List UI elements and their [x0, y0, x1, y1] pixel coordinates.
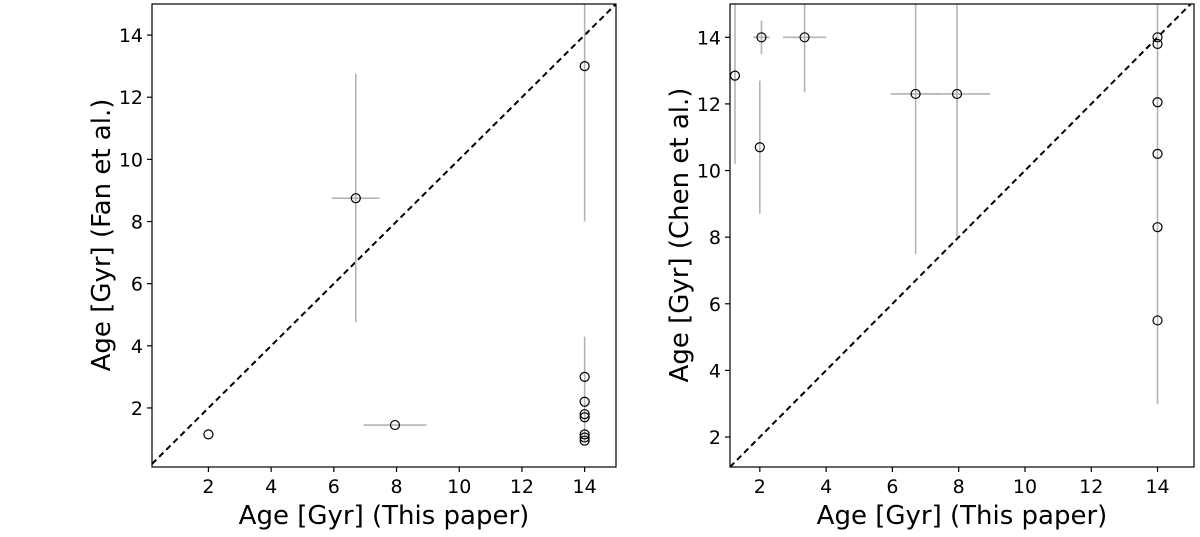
y-tick-label: 14: [697, 27, 721, 49]
data-point: [579, 429, 590, 440]
y-axis-label: Age [Gyr] (Fan et al.): [87, 99, 117, 372]
x-tick-label: 10: [447, 476, 471, 498]
right-panel-chen: 2 4 6 8 10 12 14 2 4 6 8 10 12 14 Age [Gyr] (This pape…: [665, 3, 1195, 531]
x-tick-label: 6: [886, 476, 898, 498]
x-tick-label: 12: [510, 476, 534, 498]
y-tick-label: 12: [119, 87, 143, 109]
data-point: [350, 193, 361, 204]
y-tick-label: 8: [709, 227, 721, 249]
y-axis-label: Age [Gyr] (Chen et al.): [665, 88, 695, 383]
data-point: [1152, 148, 1163, 159]
data-point: [1152, 222, 1163, 233]
y-tick-label: 8: [131, 212, 143, 234]
x-tick-label: 2: [202, 476, 214, 498]
data-point: [579, 61, 590, 72]
data-point: [951, 88, 963, 100]
x-tick-label: 10: [1013, 476, 1037, 498]
y-tick-label: 12: [697, 94, 721, 116]
data-point: [1152, 32, 1163, 43]
y-tick-label: 2: [131, 398, 143, 420]
data-point: [1152, 97, 1163, 108]
data-point: [579, 435, 590, 446]
left-panel-fan: 2 4 6 8 10 12 14 2 4 6 8 10 12 14 Age [Gyr] (This pape…: [87, 3, 617, 531]
data-point: [754, 142, 765, 153]
y-tick-label: 4: [131, 336, 143, 358]
plot-area: [152, 4, 616, 465]
x-tick-label: 14: [573, 476, 597, 498]
y-tick-label: 4: [709, 360, 721, 382]
one-to-one-line: [152, 4, 616, 465]
x-axis-label: Age [Gyr] (This paper): [817, 501, 1108, 531]
data-point: [579, 432, 590, 443]
data-point: [389, 419, 401, 431]
data-point: [1152, 38, 1163, 50]
data-point: [579, 412, 590, 423]
y-tick-label: 10: [697, 161, 721, 183]
plot-frame: [729, 3, 1195, 468]
y-tick-label: 14: [119, 25, 143, 47]
data-point: [203, 429, 214, 440]
plot-area: [730, 4, 1192, 467]
x-tick-label: 8: [390, 476, 402, 498]
x-tick-label: 6: [328, 476, 340, 498]
data-point: [756, 32, 767, 43]
y-tick-label: 2: [709, 427, 721, 449]
data-point: [579, 396, 590, 407]
x-tick-label: 14: [1145, 476, 1169, 498]
data-point: [1152, 315, 1163, 326]
x-tick-label: 4: [820, 476, 832, 498]
data-point: [579, 371, 590, 382]
x-tick-label: 12: [1079, 476, 1103, 498]
y-tick-label: 10: [119, 149, 143, 171]
x-tick-label: 2: [754, 476, 766, 498]
data-point: [910, 88, 921, 100]
y-tick-label: 6: [709, 294, 721, 316]
y-tick-label: 6: [131, 274, 143, 296]
one-to-one-line: [730, 4, 1192, 467]
x-axis-label: Age [Gyr] (This paper): [239, 501, 530, 531]
data-point: [799, 32, 810, 43]
x-tick-label: 4: [265, 476, 277, 498]
x-tick-label: 8: [953, 476, 965, 498]
plot-frame: [151, 3, 617, 468]
data-point: [579, 409, 590, 420]
